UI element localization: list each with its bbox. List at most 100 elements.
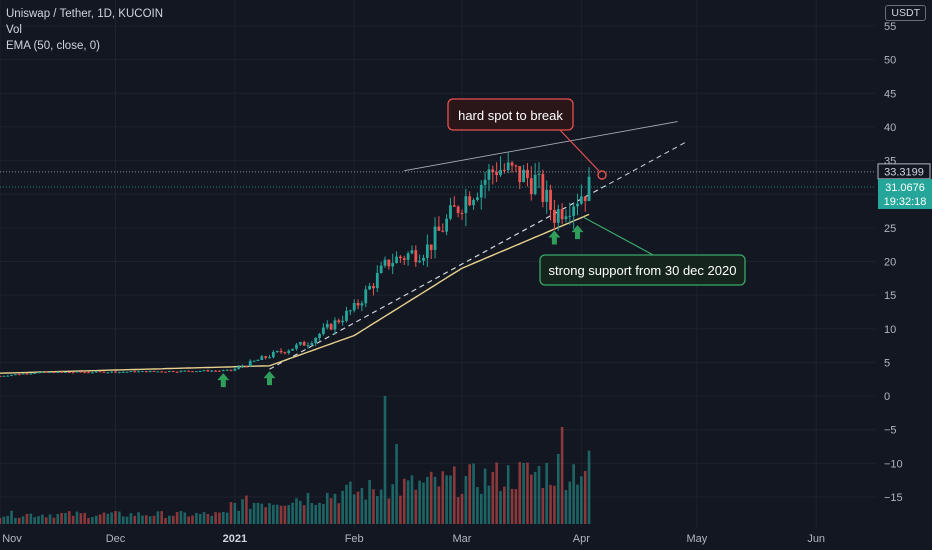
volume-bar bbox=[325, 492, 329, 524]
volume-bar bbox=[121, 516, 125, 524]
candle-body bbox=[348, 310, 352, 312]
volume-bar bbox=[17, 517, 21, 524]
current-price-label: 31.0676 19:32:18 bbox=[878, 179, 932, 210]
volume-bar bbox=[522, 462, 525, 524]
candle-body bbox=[298, 342, 302, 345]
candle-body bbox=[560, 209, 564, 220]
candle-body bbox=[202, 370, 206, 372]
volume-bar bbox=[518, 462, 522, 524]
trend-line[interactable] bbox=[269, 183, 609, 370]
candle-body bbox=[252, 360, 256, 362]
volume-bar bbox=[453, 466, 456, 524]
support-arrow bbox=[548, 230, 561, 245]
volume-bar bbox=[152, 515, 156, 524]
candle-body bbox=[40, 371, 44, 373]
volume-bar bbox=[206, 513, 210, 524]
candle-body bbox=[237, 366, 241, 369]
volume-bar bbox=[414, 489, 418, 524]
candle-body bbox=[102, 371, 106, 373]
price-tick-label: 15 bbox=[884, 290, 896, 302]
annotation-strong-support[interactable]: strong support from 30 dec 2020 bbox=[539, 216, 746, 286]
candle-body bbox=[198, 370, 202, 372]
candle-body bbox=[144, 371, 148, 373]
volume-bar bbox=[94, 515, 98, 524]
time-tick-label: May bbox=[686, 533, 707, 545]
candle-body bbox=[406, 253, 410, 260]
volume-bar bbox=[583, 470, 587, 524]
horizontal-line-price-label: 33.3199 bbox=[877, 163, 931, 180]
candle-body bbox=[479, 184, 483, 198]
candle-body bbox=[522, 169, 525, 183]
time-tick-label: Dec bbox=[106, 533, 126, 545]
volume-bar bbox=[345, 484, 348, 524]
candle-body bbox=[295, 344, 298, 349]
candle-body bbox=[125, 371, 129, 373]
symbol-title[interactable]: Uniswap / Tether, 1D, KUCOIN bbox=[6, 8, 164, 20]
candle-body bbox=[168, 371, 171, 373]
annotation-hard-spot-text: hard spot to break bbox=[458, 108, 563, 123]
volume-bar bbox=[503, 486, 506, 524]
volume-legend[interactable]: Vol bbox=[6, 24, 22, 36]
volume-bar bbox=[483, 468, 487, 524]
grid-lines bbox=[0, 0, 875, 528]
candle-body bbox=[391, 263, 395, 267]
time-tick-label: Nov bbox=[2, 533, 22, 545]
volume-bar bbox=[456, 497, 460, 524]
volume-bar bbox=[21, 516, 25, 524]
volume-bar bbox=[237, 510, 240, 524]
volume-bar bbox=[102, 512, 106, 524]
candle-body bbox=[433, 226, 437, 250]
candle-body bbox=[333, 320, 337, 330]
volume-bar bbox=[214, 512, 217, 524]
volume-bar bbox=[556, 454, 560, 524]
volume-bar bbox=[83, 512, 86, 524]
candle-body bbox=[464, 196, 468, 214]
volume-bar bbox=[568, 481, 572, 524]
candle-body bbox=[214, 370, 217, 372]
volume-bar bbox=[487, 485, 491, 524]
volume-bar bbox=[187, 516, 190, 524]
candle-body bbox=[260, 356, 264, 361]
candle-body bbox=[225, 369, 229, 371]
candle-body bbox=[502, 169, 506, 171]
trend-line[interactable] bbox=[404, 121, 678, 172]
volume-bar bbox=[106, 513, 110, 524]
annotations[interactable]: hard spot to break strong support from 30… bbox=[447, 98, 746, 286]
volume-bar bbox=[229, 502, 233, 524]
volume-bar bbox=[256, 502, 260, 524]
candle-body bbox=[37, 372, 40, 374]
price-axis[interactable]: 5550454035302520151050−5−10−1533.319931.… bbox=[876, 0, 932, 550]
candle-body bbox=[395, 256, 398, 264]
volume-bar bbox=[137, 512, 140, 524]
volume-bar bbox=[91, 517, 94, 524]
ema-legend[interactable]: EMA (50, close, 0) bbox=[6, 40, 100, 52]
volume-bar bbox=[580, 476, 583, 524]
candle-body bbox=[583, 196, 587, 202]
volume-bar bbox=[406, 480, 410, 524]
currency-badge[interactable]: USDT bbox=[885, 5, 926, 21]
candle-body bbox=[529, 178, 533, 195]
candle-body bbox=[171, 371, 175, 373]
time-axis[interactable]: Nov Dec 2021 Feb Mar Apr May Jun bbox=[0, 528, 932, 550]
candle-body bbox=[306, 345, 310, 347]
annotation-hard-spot[interactable]: hard spot to break bbox=[447, 98, 607, 180]
candle-body bbox=[441, 230, 445, 232]
candle-body bbox=[429, 244, 433, 250]
volume-bar bbox=[198, 513, 202, 524]
price-tick-label: 45 bbox=[884, 88, 896, 100]
volume-bar bbox=[129, 513, 133, 524]
candle-body bbox=[468, 196, 472, 206]
candle-body bbox=[91, 372, 94, 374]
volume-bar bbox=[10, 510, 13, 524]
candle-body bbox=[364, 289, 368, 304]
volume-bar bbox=[210, 515, 214, 524]
candle-body bbox=[375, 272, 379, 289]
volume-bar bbox=[426, 476, 429, 524]
volume-bar bbox=[141, 515, 144, 524]
volume-bar bbox=[541, 488, 545, 524]
candle-body bbox=[218, 370, 221, 372]
volume-bar bbox=[75, 511, 79, 524]
candle-body bbox=[379, 265, 383, 273]
